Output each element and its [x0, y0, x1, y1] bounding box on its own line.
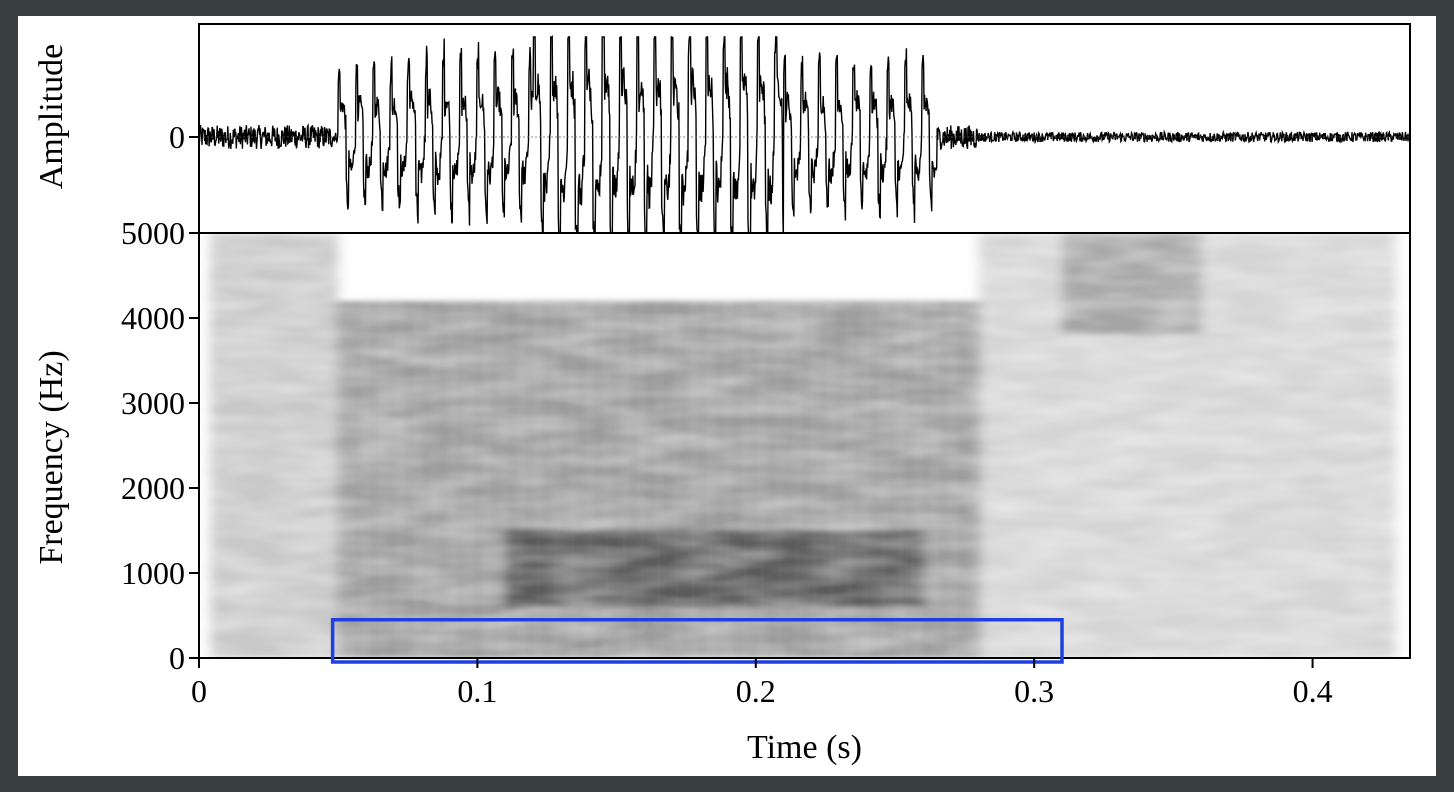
- amplitude-axis-title: Amplitude: [33, 44, 70, 189]
- amplitude-tick-label: 0: [169, 119, 185, 155]
- y-tick-label: 0: [169, 640, 185, 676]
- y-tick-label: 2000: [121, 470, 185, 506]
- y-tick-label: 5000: [121, 215, 185, 251]
- x-tick-label: 0.3: [1014, 673, 1054, 709]
- figure-canvas: 0 0.1 0.2 0.3 0.4 0 1000 2000 3000 4000 5000 0 Ampl…: [18, 16, 1436, 776]
- x-tick-label: 0.1: [457, 673, 497, 709]
- x-tick-label: 0.2: [736, 673, 776, 709]
- x-tick-label: 0: [191, 673, 207, 709]
- speech-figure: 0 0.1 0.2 0.3 0.4 0 1000 2000 3000 4000 5000 0 Ampl…: [33, 23, 1411, 766]
- waveform-frame: [198, 23, 1411, 234]
- highlight-box: [330, 618, 1064, 664]
- spectrogram-panel: [199, 233, 1410, 658]
- y-tick-label: 4000: [121, 300, 185, 336]
- axes: 0 0.1 0.2 0.3 0.4 0 1000 2000 3000 4000 5000 0: [121, 119, 1333, 709]
- y-tick-label: 3000: [121, 385, 185, 421]
- time-axis-title: Time (s): [747, 729, 862, 766]
- frequency-axis-title: Frequency (Hz): [33, 350, 70, 564]
- x-tick-label: 0.4: [1293, 673, 1333, 709]
- spectrogram-frame: [198, 232, 1411, 659]
- y-tick-label: 1000: [121, 555, 185, 591]
